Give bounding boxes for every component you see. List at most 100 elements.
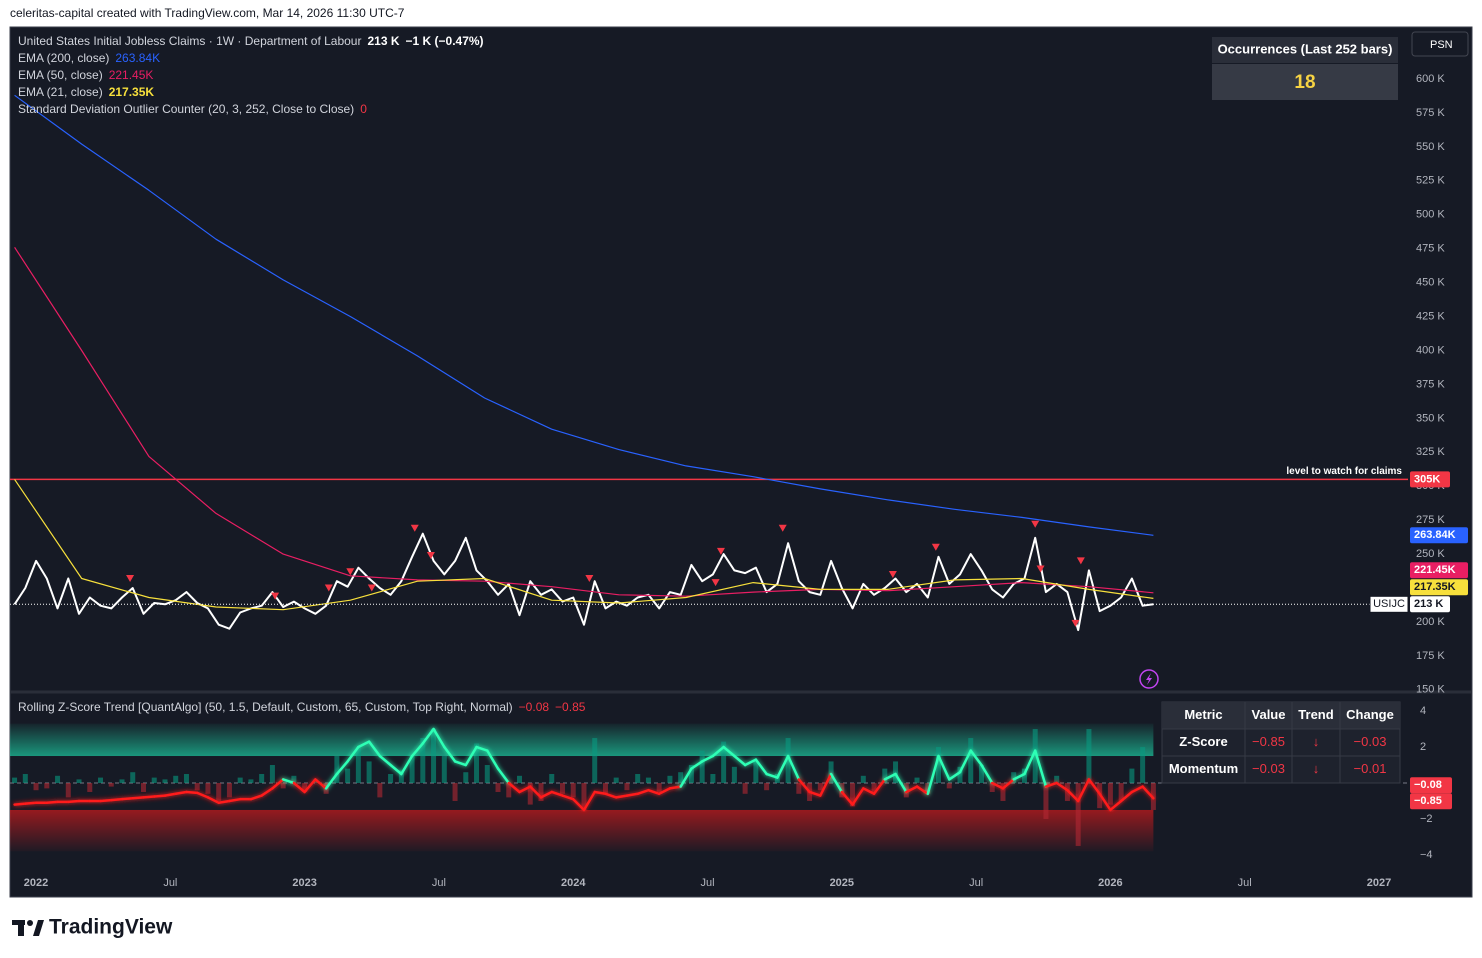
histogram-bar <box>592 738 598 783</box>
histogram-bar <box>506 782 512 798</box>
zscore-segment <box>421 727 435 745</box>
zscore-segment <box>657 787 672 796</box>
table-cell: ↓ <box>1313 761 1320 776</box>
histogram-bar <box>108 782 114 787</box>
histogram-bar <box>1000 782 1006 801</box>
outlier-marker <box>585 575 594 583</box>
histogram-bar <box>796 782 802 794</box>
histogram-bar <box>1107 782 1113 805</box>
outlier-marker <box>931 543 940 551</box>
zscore-segment <box>217 799 231 805</box>
psn-label[interactable]: PSN <box>1430 39 1453 51</box>
zscore-segment <box>668 785 682 790</box>
histogram-bar <box>893 761 899 783</box>
y-tick-label: 150 K <box>1416 684 1445 696</box>
zscore-segment <box>561 794 575 801</box>
histogram-bar <box>699 750 705 783</box>
histogram-bar <box>33 782 39 791</box>
zscore-segment <box>110 797 124 802</box>
histogram-bar <box>205 782 211 794</box>
zscore-segment <box>67 799 81 804</box>
alert-bolt <box>1146 673 1152 685</box>
zscore-segment <box>367 740 382 758</box>
y-tick-label: 4 <box>1420 705 1426 717</box>
histogram-bar <box>452 782 458 801</box>
histogram-bar <box>130 772 136 783</box>
price-badge-label: 263.84K <box>1414 529 1456 541</box>
zscore-segment <box>206 796 220 805</box>
zscore-segment <box>733 754 747 767</box>
psn-button[interactable] <box>1411 31 1469 57</box>
indicator-value: −0.08 <box>519 700 550 714</box>
histogram-bar <box>817 782 823 791</box>
histogram-bar <box>269 765 275 783</box>
histogram-bar <box>291 775 297 783</box>
histogram-bar <box>678 772 684 783</box>
histogram-bar <box>44 782 50 789</box>
zscore-segment <box>539 790 553 799</box>
zscore-segment <box>1001 778 1015 790</box>
zscore-segment <box>722 745 736 758</box>
histogram-bar <box>1043 782 1049 819</box>
occurrences-cell <box>1212 64 1398 100</box>
histogram-bar <box>710 774 716 783</box>
y-tick-label: −2 <box>1420 813 1433 825</box>
y-tick-label: 275 K <box>1416 514 1445 526</box>
histogram-bar <box>463 772 469 783</box>
price-badge <box>1410 562 1468 579</box>
zscore-segment <box>1076 778 1091 803</box>
legend-value: 217.35K <box>109 85 155 99</box>
zscore-segment <box>958 749 972 774</box>
zscore-segment <box>926 754 940 796</box>
outlier-marker <box>324 584 333 592</box>
histogram-bar <box>925 782 931 794</box>
brand: TradingView <box>49 916 173 939</box>
histogram-bar <box>151 777 157 783</box>
metrics-table: Metric Value Trend Change Z-Score −0.85 ↓ −0.03… <box>1161 701 1401 784</box>
legend-name: EMA (50, close) <box>18 68 103 82</box>
zscore-segment <box>776 754 790 779</box>
zscore-segment <box>120 797 134 801</box>
histogram-bar <box>978 765 984 783</box>
zscore-segment <box>131 796 145 800</box>
series-line <box>13 532 1154 632</box>
histogram-bar <box>828 761 834 783</box>
y-tick-label: 2 <box>1420 741 1426 753</box>
outlier-marker <box>1071 619 1080 627</box>
zscore-segment <box>915 785 930 796</box>
outlier-marker <box>1076 557 1085 565</box>
legend-value: 221.45K <box>109 68 154 82</box>
histogram-bar <box>570 782 576 798</box>
histogram-bar <box>946 782 952 789</box>
histogram-bar <box>613 777 619 783</box>
histogram-bar <box>12 777 18 783</box>
histogram-bar <box>1054 775 1060 783</box>
histogram-bar <box>334 756 340 783</box>
zscore-segment <box>13 802 27 806</box>
zscore-segment <box>443 745 457 763</box>
y-tick-label: 175 K <box>1416 650 1445 662</box>
histogram-bar <box>936 747 942 783</box>
zscore-segment <box>185 790 199 795</box>
price-badge-label: 217.35K <box>1414 581 1456 593</box>
y-tick-label: 550 K <box>1416 141 1445 153</box>
histogram-bar <box>119 779 125 783</box>
y-tick-label: 325 K <box>1416 446 1445 458</box>
zscore-segment <box>378 754 392 767</box>
alert-icon[interactable] <box>1139 669 1159 689</box>
histogram-bar <box>517 775 523 783</box>
zscore-segment <box>496 767 511 785</box>
histogram-bar <box>581 782 587 810</box>
histogram-bar <box>98 777 104 783</box>
histogram-bar <box>559 782 565 794</box>
zscore-segment <box>969 749 983 767</box>
histogram-bar <box>388 774 394 783</box>
histogram-bar <box>162 779 168 783</box>
series-line <box>14 479 1154 611</box>
legend-entry: EMA (50, close) 221.45K <box>18 68 153 82</box>
zscore-segment <box>400 754 414 776</box>
histogram-bar <box>355 747 361 783</box>
histogram-bar <box>377 782 383 798</box>
price-badge-label: 221.45K <box>1414 564 1456 576</box>
histogram-bar <box>914 777 920 783</box>
